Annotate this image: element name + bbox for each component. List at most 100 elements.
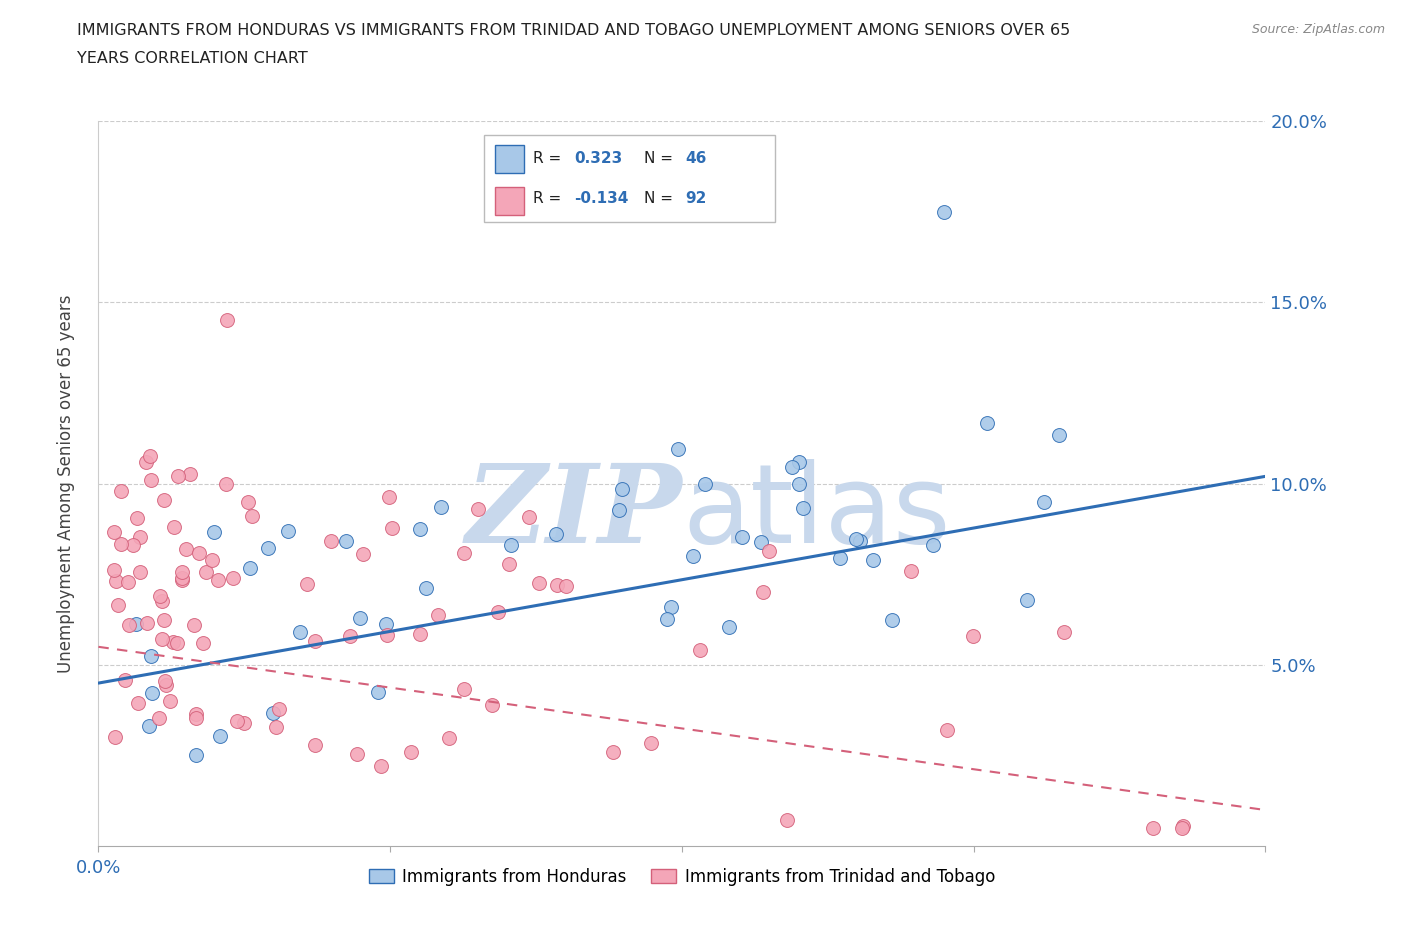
Point	[659, 600, 682, 615]
Point	[1015, 592, 1038, 607]
Point	[544, 526, 567, 541]
Point	[124, 617, 146, 631]
Point	[401, 745, 423, 760]
Point	[370, 759, 392, 774]
Text: IMMIGRANTS FROM HONDURAS VS IMMIGRANTS FROM TRINIDAD AND TOBAGO UNEMPLOYMENT AMO: IMMIGRANTS FROM HONDURAS VS IMMIGRANTS F…	[77, 23, 1070, 38]
Point	[453, 682, 475, 697]
Point	[900, 564, 922, 578]
Point	[319, 534, 342, 549]
Point	[184, 748, 207, 763]
Point	[153, 613, 176, 628]
Point	[787, 455, 810, 470]
Point	[381, 521, 404, 536]
Point	[240, 508, 263, 523]
Point	[159, 694, 181, 709]
Point	[787, 476, 810, 491]
Point	[339, 628, 361, 643]
Point	[257, 541, 280, 556]
Point	[267, 701, 290, 716]
Point	[430, 499, 453, 514]
Point	[125, 511, 148, 525]
Point	[172, 565, 194, 579]
Point	[193, 635, 215, 650]
Point	[167, 468, 190, 483]
Point	[239, 560, 262, 575]
Point	[976, 416, 998, 431]
Point	[135, 455, 157, 470]
Point	[962, 629, 984, 644]
Point	[517, 510, 540, 525]
Point	[346, 747, 368, 762]
Text: 0.0%: 0.0%	[76, 859, 121, 877]
Point	[453, 546, 475, 561]
Text: Source: ZipAtlas.com: Source: ZipAtlas.com	[1251, 23, 1385, 36]
Point	[222, 570, 245, 585]
Point	[233, 715, 256, 730]
Point	[437, 731, 460, 746]
Point	[693, 476, 716, 491]
Point	[607, 502, 630, 517]
Point	[486, 605, 509, 620]
Point	[780, 460, 803, 475]
Point	[105, 574, 128, 589]
Point	[103, 525, 125, 539]
Point	[792, 500, 814, 515]
Point	[149, 589, 172, 604]
Point	[127, 696, 149, 711]
Point	[640, 735, 662, 750]
Point	[527, 576, 550, 591]
Point	[153, 493, 176, 508]
Point	[1047, 427, 1070, 442]
Point	[148, 711, 170, 725]
Point	[141, 472, 163, 487]
Point	[546, 578, 568, 592]
Point	[921, 538, 943, 552]
Point	[121, 538, 143, 552]
Point	[1142, 821, 1164, 836]
Point	[195, 565, 218, 579]
Point	[138, 718, 160, 733]
Point	[179, 467, 201, 482]
Point	[110, 537, 132, 551]
Point	[828, 551, 851, 565]
Point	[201, 552, 224, 567]
Point	[1032, 495, 1054, 510]
Point	[170, 572, 193, 587]
Point	[107, 598, 129, 613]
Point	[183, 618, 205, 632]
Point	[184, 711, 207, 725]
Point	[375, 627, 398, 642]
Legend: Immigrants from Honduras, Immigrants from Trinidad and Tobago: Immigrants from Honduras, Immigrants fro…	[361, 861, 1002, 893]
Point	[409, 626, 432, 641]
Point	[845, 531, 868, 546]
Point	[150, 593, 173, 608]
Point	[335, 534, 357, 549]
Point	[1171, 818, 1194, 833]
Text: YEARS CORRELATION CHART: YEARS CORRELATION CHART	[77, 51, 308, 66]
Point	[775, 813, 797, 828]
Point	[934, 205, 956, 219]
Point	[110, 484, 132, 498]
Point	[141, 686, 163, 701]
Point	[467, 501, 489, 516]
Point	[202, 525, 225, 539]
Point	[862, 552, 884, 567]
Point	[215, 313, 238, 328]
Point	[415, 580, 437, 595]
Point	[172, 571, 194, 586]
Point	[304, 633, 326, 648]
Point	[129, 565, 152, 579]
Point	[277, 524, 299, 538]
Point	[295, 577, 318, 591]
Point	[166, 635, 188, 650]
Point	[749, 535, 772, 550]
Point	[114, 672, 136, 687]
Point	[731, 529, 754, 544]
Text: atlas: atlas	[682, 459, 950, 566]
Point	[758, 543, 780, 558]
Point	[717, 620, 740, 635]
Point	[128, 530, 150, 545]
Point	[153, 673, 176, 688]
Point	[666, 442, 689, 457]
Point	[612, 482, 634, 497]
